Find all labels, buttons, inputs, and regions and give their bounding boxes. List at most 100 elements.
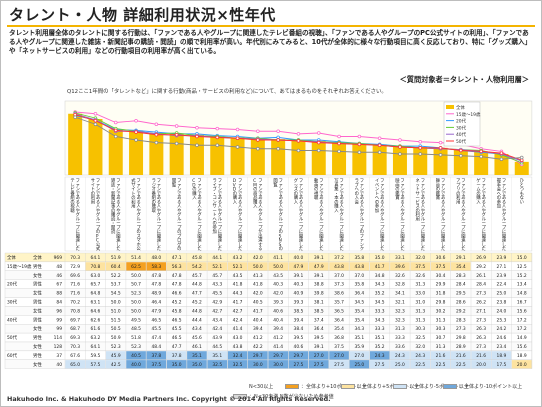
table-cell: 47.9	[151, 308, 161, 314]
table-cell: 44.5	[212, 344, 222, 350]
table-cell-highlight	[430, 262, 451, 271]
table-cell: 15.6	[517, 344, 527, 350]
table-row-n: 88	[56, 291, 62, 297]
table-cell: 41.8	[253, 282, 263, 288]
table-cell: 45.2	[192, 300, 202, 306]
table-cell: 39.4	[294, 317, 304, 323]
legend-plus10: ：全体より+10ポイント以上	[285, 383, 366, 390]
table-cell-highlight	[451, 262, 471, 271]
table-cell: 37.3	[334, 282, 344, 288]
bar-overall	[250, 138, 265, 175]
table-cell: 52.3	[131, 344, 141, 350]
table-row	[4, 341, 533, 352]
table-cell: 33.1	[395, 255, 405, 261]
table-cell: 70.8	[91, 264, 101, 270]
table-cell: 71.6	[70, 282, 80, 288]
table-cell: 32.5	[233, 362, 243, 368]
table-cell: 22.5	[436, 362, 446, 368]
table-cell: 32.5	[212, 362, 222, 368]
table-cell-highlight	[248, 360, 268, 369]
table-cell: 32.6	[395, 273, 405, 279]
table-cell: 24.6	[497, 335, 507, 341]
table-cell: 39.8	[314, 291, 324, 297]
table-cell: 12.5	[517, 264, 527, 270]
series-point	[215, 143, 220, 147]
series-point	[377, 150, 382, 154]
table-cell: 40.6	[294, 344, 304, 350]
category-label: ファンである人やグループに関連した写真集・本の購入	[334, 178, 344, 252]
table-cell-highlight	[369, 351, 390, 360]
table-cell: 27.3	[456, 326, 466, 332]
table-cell: 63.1	[91, 300, 101, 306]
table-row-label: 女性	[33, 325, 42, 332]
table-cell: 13.4	[517, 282, 527, 288]
series-point	[113, 120, 118, 125]
table-cell: 44.1	[212, 255, 222, 261]
table-cell: 32.0	[415, 255, 425, 261]
table-cell: 39.1	[314, 344, 324, 350]
table-cell-highlight	[268, 360, 288, 369]
table-cell: 31.8	[436, 291, 446, 297]
bar-overall	[413, 147, 428, 175]
table-row-label: 女性	[33, 272, 42, 279]
table-row-label: 女性	[33, 290, 42, 297]
table-cell-highlight	[308, 360, 329, 369]
table-cell-highlight	[187, 262, 207, 271]
target-respondents-label: ＜質問対象者＝タレント・人物利用層＞	[399, 75, 529, 84]
series-point	[357, 142, 362, 147]
table-cell: 50.0	[131, 300, 141, 306]
table-cell-highlight	[511, 360, 532, 369]
table-group-label: 30代	[7, 299, 18, 306]
series-point	[195, 143, 199, 147]
table-cell: 67.6	[70, 353, 80, 359]
category-label: ファンである人やグループに関連したグッズの購入	[294, 177, 304, 252]
series-point	[113, 134, 118, 139]
table-cell: 39.4	[273, 326, 283, 332]
table-cell-highlight	[248, 351, 268, 360]
table-cell: 37.8	[151, 353, 161, 359]
series-point	[93, 119, 98, 123]
table-cell: 37.5	[436, 264, 446, 270]
table-cell: 28.3	[456, 273, 466, 279]
series-point	[235, 127, 240, 132]
table-cell-highlight	[390, 351, 410, 360]
series-point	[276, 138, 280, 142]
table-cell: 51.9	[111, 255, 121, 261]
table-cell-highlight	[390, 360, 410, 369]
table-cell: 59.5	[91, 353, 101, 359]
table-cell: 20.0	[476, 362, 486, 368]
table-cell-highlight	[349, 351, 370, 360]
table-cell: 26.3	[476, 326, 486, 332]
table-cell-highlight	[146, 262, 167, 271]
table-cell-highlight	[65, 360, 85, 369]
table-cell: 30.7	[436, 335, 446, 341]
table-cell: 32.5	[415, 335, 425, 341]
table-row-n: 46	[56, 273, 62, 279]
table-cell-highlight	[227, 351, 248, 360]
series-point	[398, 145, 402, 149]
table-cell-highlight	[85, 262, 106, 271]
table-cell: 57.5	[91, 362, 101, 368]
table-row	[4, 306, 533, 316]
category-label: ファンである人やグループに関連したイベントへの参加	[375, 178, 385, 252]
series-point	[256, 146, 260, 151]
table-cell-highlight	[308, 351, 329, 360]
table-cell-highlight	[227, 262, 248, 271]
table-row-label: 男性	[33, 316, 42, 323]
table-row-label: 女性	[33, 361, 42, 368]
table-cell: 16.7	[517, 300, 527, 306]
series-point	[499, 151, 504, 155]
table-cell: 42.7	[212, 308, 222, 314]
category-label: ひとつもない	[520, 178, 525, 205]
table-cell: 31.3	[415, 282, 425, 288]
table-cell: 37.5	[151, 362, 161, 368]
table-cell: 47.8	[151, 273, 161, 279]
table-cell: 23.4	[497, 344, 507, 350]
table-cell: 51.0	[111, 308, 121, 314]
category-label: ファンである人やグループに関連したD V D の購入	[233, 178, 243, 252]
table-group-label: 15歳～19歳	[7, 263, 32, 270]
table-row-label: 男性	[33, 263, 42, 270]
table-cell: 47.8	[151, 282, 161, 288]
table-cell: 41.1	[273, 255, 283, 261]
table-cell: 14.8	[517, 291, 527, 297]
